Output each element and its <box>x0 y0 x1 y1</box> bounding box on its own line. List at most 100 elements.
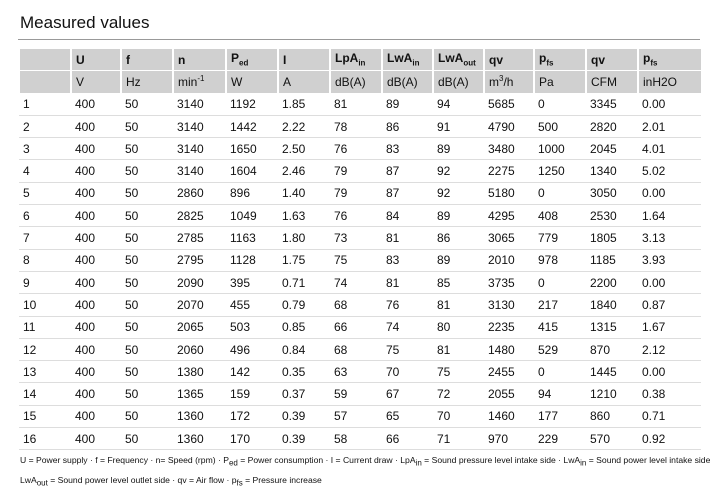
cell: 4 <box>19 159 71 183</box>
footnote-text: = Sound power level intake side <box>586 455 711 465</box>
cell: 1.64 <box>638 204 701 228</box>
label: W <box>231 74 243 89</box>
cell: 0 <box>534 271 586 295</box>
cell: 50 <box>121 204 173 228</box>
cell: 159 <box>226 382 278 406</box>
unit-cell: dB(A) <box>329 70 382 94</box>
data-row: 11 400 50 2065 503 0.85 66 74 80 2235 415 1315 1.67 <box>19 316 701 339</box>
cell: 86 <box>433 226 484 250</box>
cell: 142 <box>226 360 278 384</box>
cell: 0.71 <box>638 405 701 429</box>
cell: 1 <box>19 93 71 116</box>
footnote-text: = Pressure increase <box>242 474 322 485</box>
cell: 1.75 <box>278 249 330 272</box>
unit-cell: A <box>277 70 330 94</box>
cell: 83 <box>382 249 433 272</box>
label: qv <box>489 52 504 67</box>
cell: 6 <box>19 204 71 228</box>
cell: 86 <box>382 115 433 139</box>
cell: 89 <box>433 204 484 228</box>
label: dB(A) <box>335 74 366 89</box>
cell: 415 <box>534 316 586 339</box>
subscript: out <box>36 478 48 488</box>
data-row: 3 400 50 3140 1650 2.50 76 83 89 3480 1000 2045 4.01 <box>19 137 701 161</box>
cell: 400 <box>71 316 121 339</box>
title-rule <box>18 39 700 40</box>
cell: 400 <box>71 249 121 272</box>
label: LpA <box>335 51 359 66</box>
cell: 76 <box>382 293 433 317</box>
cell: 400 <box>71 137 121 161</box>
cell: 496 <box>226 338 278 362</box>
cell: 3735 <box>484 271 534 295</box>
label: dB(A) <box>438 74 469 89</box>
cell: 529 <box>534 338 586 362</box>
unit-cell: CFM <box>585 70 638 94</box>
cell: 85 <box>433 271 484 295</box>
cell: 4790 <box>484 115 534 139</box>
cell: 3 <box>19 137 71 161</box>
cell: 8 <box>19 249 71 272</box>
cell: 978 <box>534 249 586 272</box>
unit-cell: Hz <box>120 70 173 94</box>
cell: 12 <box>19 338 71 362</box>
unit-cell: min-1 <box>172 70 226 94</box>
cell: 76 <box>330 204 382 228</box>
cell: 50 <box>121 182 173 206</box>
cell: 2060 <box>173 338 226 362</box>
label: CFM <box>591 74 617 89</box>
cell: 1442 <box>226 115 278 139</box>
cell: 2820 <box>586 115 638 139</box>
cell: 779 <box>534 226 586 250</box>
cell: 1315 <box>586 316 638 339</box>
data-row: 16 400 50 1360 170 0.39 58 66 71 970 229 570 0.92 <box>19 427 701 451</box>
cell: 400 <box>71 159 121 183</box>
subscript: in <box>412 58 420 68</box>
cell: 2785 <box>173 226 226 250</box>
label: A <box>283 74 292 89</box>
cell: 0.00 <box>638 93 701 116</box>
cell: 1365 <box>173 382 226 406</box>
cell: 5180 <box>484 182 534 206</box>
cell: 65 <box>382 405 433 429</box>
cell: 2055 <box>484 382 534 406</box>
label: min <box>178 75 198 90</box>
cell: 67 <box>382 382 433 406</box>
cell: 0.87 <box>638 293 701 317</box>
cell: 83 <box>382 137 433 161</box>
unit-cell: dB(A) <box>432 70 484 94</box>
corner-cell <box>18 70 71 94</box>
superscript: -1 <box>197 74 205 84</box>
corner-cell <box>18 49 71 72</box>
cell: 2825 <box>173 204 226 228</box>
cell: 2.01 <box>638 115 701 139</box>
column-header: LwAout <box>432 49 484 72</box>
cell: 172 <box>226 405 278 429</box>
cell: 1650 <box>226 137 278 161</box>
cell: 500 <box>534 115 586 139</box>
label: /h <box>503 75 514 90</box>
data-row: 14 400 50 1365 159 0.37 59 67 72 2055 94 1210 0.38 <box>19 382 701 406</box>
cell: 68 <box>330 293 382 317</box>
cell: 1380 <box>173 360 226 384</box>
cell: 1192 <box>226 93 278 116</box>
cell: 2795 <box>173 249 226 272</box>
data-row: 7 400 50 2785 1163 1.80 73 81 86 3065 779 1805 3.13 <box>19 226 701 250</box>
cell: 2 <box>19 115 71 139</box>
cell: 0.39 <box>278 405 330 429</box>
cell: 63 <box>330 360 382 384</box>
cell: 70 <box>382 360 433 384</box>
cell: 50 <box>121 249 173 272</box>
cell: 3.13 <box>638 226 701 250</box>
cell: 50 <box>121 405 173 429</box>
cell: 870 <box>586 338 638 362</box>
cell: 0 <box>534 360 586 384</box>
data-row: 8 400 50 2795 1128 1.75 75 83 89 2010 978 1185 3.93 <box>19 249 701 272</box>
label: n <box>178 52 186 67</box>
cell: 15 <box>19 405 71 429</box>
cell: 860 <box>586 405 638 429</box>
cell: 1000 <box>534 137 586 161</box>
cell: 0.84 <box>278 338 330 362</box>
cell: 400 <box>71 182 121 206</box>
